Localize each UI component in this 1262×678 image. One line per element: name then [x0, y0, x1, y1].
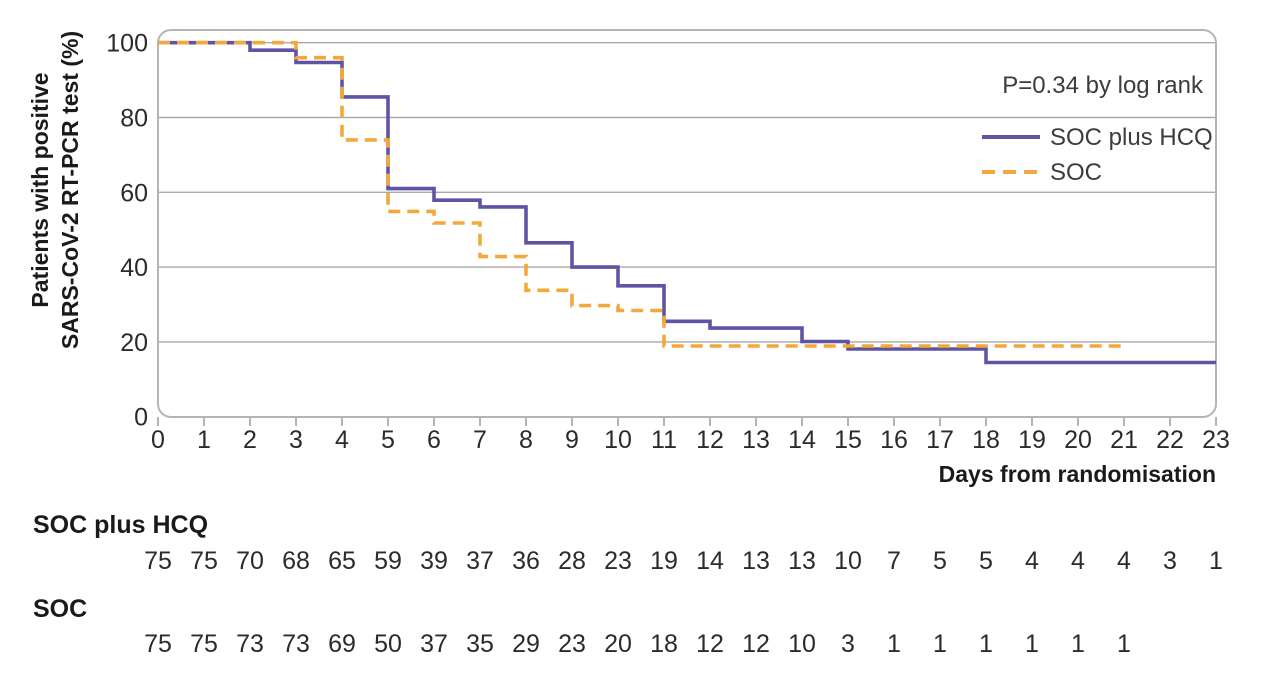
risk-value-row1-day18: 1 [979, 630, 993, 658]
curves-layer [158, 40, 1216, 365]
risk-value-row1-day15: 3 [841, 630, 855, 658]
risk-value-row1-day1: 75 [190, 630, 218, 658]
risk-value-row0-day1: 75 [190, 547, 218, 575]
risk-value-row0-day5: 59 [374, 547, 402, 575]
risk-value-row1-day17: 1 [933, 630, 947, 658]
risk-row-label-soc-plus-hcq: SOC plus HCQ [33, 511, 208, 539]
risk-value-row0-day2: 70 [236, 547, 264, 575]
risk-value-row0-day6: 39 [420, 547, 448, 575]
risk-value-row1-day12: 12 [696, 630, 724, 658]
risk-value-row1-day8: 29 [512, 630, 540, 658]
risk-row-label-soc: SOC [33, 595, 87, 623]
risk-value-row0-day23: 1 [1209, 547, 1223, 575]
plot-border [157, 29, 1217, 418]
legend-label-soc: SOC [1050, 159, 1102, 186]
risk-value-row1-day19: 1 [1025, 630, 1039, 658]
x-tick-label-3: 3 [289, 426, 303, 454]
x-tick-label-7: 7 [473, 426, 487, 454]
x-tick-label-1: 1 [197, 426, 211, 454]
legend: SOC plus HCQ SOC [982, 124, 1213, 186]
risk-value-row0-day7: 37 [466, 547, 494, 575]
y-tick-label-60: 60 [120, 179, 148, 207]
x-tick-label-6: 6 [427, 426, 441, 454]
risk-value-row1-day7: 35 [466, 630, 494, 658]
y-tick-label-100: 100 [106, 30, 148, 58]
risk-value-row0-day9: 28 [558, 547, 586, 575]
x-tick-label-23: 23 [1202, 426, 1230, 454]
y-tick-labels-layer: 0 20 40 60 80 100 [106, 30, 148, 432]
y-tick-label-20: 20 [120, 329, 148, 357]
risk-value-row0-day4: 65 [328, 547, 356, 575]
x-tick-label-20: 20 [1064, 426, 1092, 454]
risk-value-row1-day10: 20 [604, 630, 632, 658]
x-tick-label-19: 19 [1018, 426, 1046, 454]
risk-value-row1-day6: 37 [420, 630, 448, 658]
risk-value-row0-day12: 14 [696, 547, 724, 575]
x-tick-label-21: 21 [1110, 426, 1138, 454]
x-tick-label-4: 4 [335, 426, 349, 454]
risk-value-row0-day18: 5 [979, 547, 993, 575]
x-tick-label-12: 12 [696, 426, 724, 454]
risk-value-row0-day15: 10 [834, 547, 862, 575]
x-tick-labels-layer: 0 1 2 3 4 5 6 7 8 9 10 11 12 13 14 15 16 17 18 19 20 21 22 23 [151, 417, 1230, 454]
x-tick-label-22: 22 [1156, 426, 1184, 454]
curve-soc [158, 40, 1124, 348]
plot-border-layer [157, 29, 1217, 418]
risk-value-row1-day5: 50 [374, 630, 402, 658]
x-tick-label-14: 14 [788, 426, 816, 454]
risk-value-row0-day22: 3 [1163, 547, 1177, 575]
risk-value-row1-day21: 1 [1117, 630, 1131, 658]
curve-soc-plus-hcq [158, 40, 1216, 365]
risk-table-values-layer: 75 75 70 68 65 59 39 37 36 28 23 19 14 13 13 10 7 5 5 4 4 4 3 1… [144, 547, 1223, 658]
risk-value-row0-day14: 13 [788, 547, 816, 575]
risk-value-row1-day2: 73 [236, 630, 264, 658]
risk-value-row0-day0: 75 [144, 547, 172, 575]
x-tick-label-9: 9 [565, 426, 579, 454]
risk-value-row0-day13: 13 [742, 547, 770, 575]
x-tick-label-8: 8 [519, 426, 533, 454]
risk-value-row0-day11: 19 [650, 547, 678, 575]
risk-value-row1-day13: 12 [742, 630, 770, 658]
risk-value-row1-day20: 1 [1071, 630, 1085, 658]
x-tick-label-2: 2 [243, 426, 257, 454]
x-tick-label-13: 13 [742, 426, 770, 454]
risk-value-row0-day10: 23 [604, 547, 632, 575]
x-tick-label-16: 16 [880, 426, 908, 454]
risk-value-row0-day19: 4 [1025, 547, 1039, 575]
risk-value-row1-day16: 1 [887, 630, 901, 658]
x-tick-label-11: 11 [651, 426, 677, 454]
x-axis-title: Days from randomisation [939, 461, 1216, 487]
risk-value-row1-day3: 73 [282, 630, 310, 658]
y-tick-label-40: 40 [120, 254, 148, 282]
y-axis-title-line1: Patients with positive [27, 72, 53, 307]
risk-value-row1-day9: 23 [558, 630, 586, 658]
risk-value-row1-day14: 10 [788, 630, 816, 658]
risk-value-row1-day11: 18 [650, 630, 678, 658]
y-axis-title-line2: SARS-CoV-2 RT-PCR test (%) [57, 31, 83, 349]
risk-value-row0-day21: 4 [1117, 547, 1131, 575]
x-tick-label-15: 15 [834, 426, 862, 454]
x-tick-label-17: 17 [926, 426, 954, 454]
risk-value-row0-day8: 36 [512, 547, 540, 575]
risk-value-row0-day3: 68 [282, 547, 310, 575]
p-value-annotation: P=0.34 by log rank [1002, 72, 1204, 99]
legend-label-soc-plus-hcq: SOC plus HCQ [1050, 124, 1213, 151]
y-tick-label-80: 80 [120, 105, 148, 133]
gridlines-layer [158, 42, 1216, 343]
risk-value-row1-day0: 75 [144, 630, 172, 658]
x-tick-label-0: 0 [151, 426, 165, 454]
x-tick-label-5: 5 [381, 426, 395, 454]
risk-value-row0-day16: 7 [887, 547, 901, 575]
risk-value-row0-day20: 4 [1071, 547, 1085, 575]
y-tick-label-0: 0 [134, 404, 148, 432]
x-tick-label-18: 18 [972, 426, 1000, 454]
risk-value-row0-day17: 5 [933, 547, 947, 575]
x-tick-label-10: 10 [604, 426, 632, 454]
risk-value-row1-day4: 69 [328, 630, 356, 658]
